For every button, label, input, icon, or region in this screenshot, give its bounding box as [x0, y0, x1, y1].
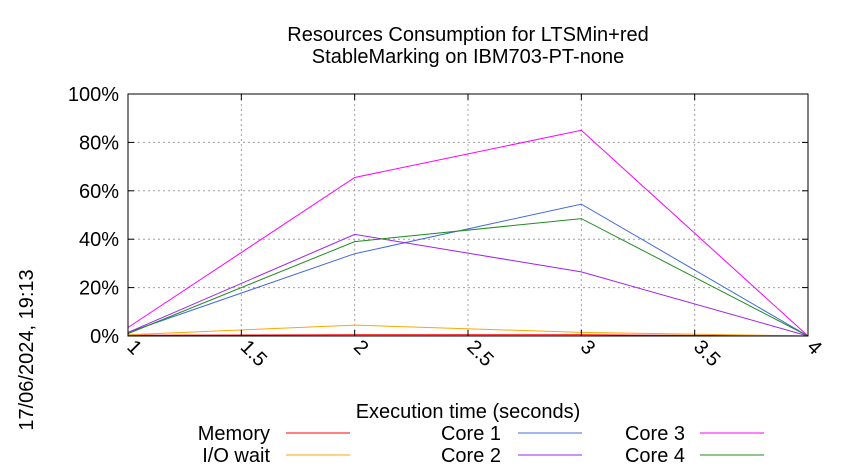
y-tick-label: 100% [68, 84, 119, 106]
y-axis-ticks: 0% 20% 40% 60% 80% 100% [68, 84, 808, 348]
series-line-core-4 [127, 218, 809, 337]
legend-label: Core 3 [625, 423, 685, 445]
legend-label: I/O wait [202, 445, 270, 467]
chart-title: Resources Consumption for LTSMin+redStab… [287, 24, 648, 68]
timestamp-label: 17/06/2024, 19:13 [16, 269, 38, 430]
grid [128, 94, 808, 336]
y-tick-label: 60% [79, 181, 119, 203]
x-axis-ticks: 1 1.5 2 2.5 3 3.5 4 [122, 94, 826, 371]
y-tick-label: 0% [90, 326, 119, 348]
legend-label: Memory [198, 423, 270, 445]
legend-label: Core 2 [441, 445, 501, 467]
legend-label: Core 1 [441, 423, 501, 445]
x-tick-label: 2 [349, 336, 372, 359]
series-line-core-1 [127, 203, 809, 337]
x-tick-label: 2.5 [462, 336, 497, 371]
x-tick-label: 1 [122, 336, 145, 359]
chart-title-line-1: Resources Consumption for LTSMin+red [287, 24, 648, 46]
x-axis-label: Execution time (seconds) [356, 401, 581, 423]
x-tick-label: 4 [802, 336, 825, 359]
legend-label: Core 4 [625, 445, 685, 467]
x-tick-label: 3.5 [689, 336, 724, 371]
chart-title-line-2: StableMarking on IBM703-PT-none [312, 46, 624, 68]
series-line-core-3 [127, 129, 809, 337]
y-tick-label: 20% [79, 278, 119, 300]
series-line-core-2 [127, 233, 809, 337]
y-tick-label: 80% [79, 132, 119, 154]
y-tick-label: 40% [79, 229, 119, 251]
x-tick-label: 1.5 [236, 336, 271, 371]
x-tick-label: 3 [576, 336, 599, 359]
